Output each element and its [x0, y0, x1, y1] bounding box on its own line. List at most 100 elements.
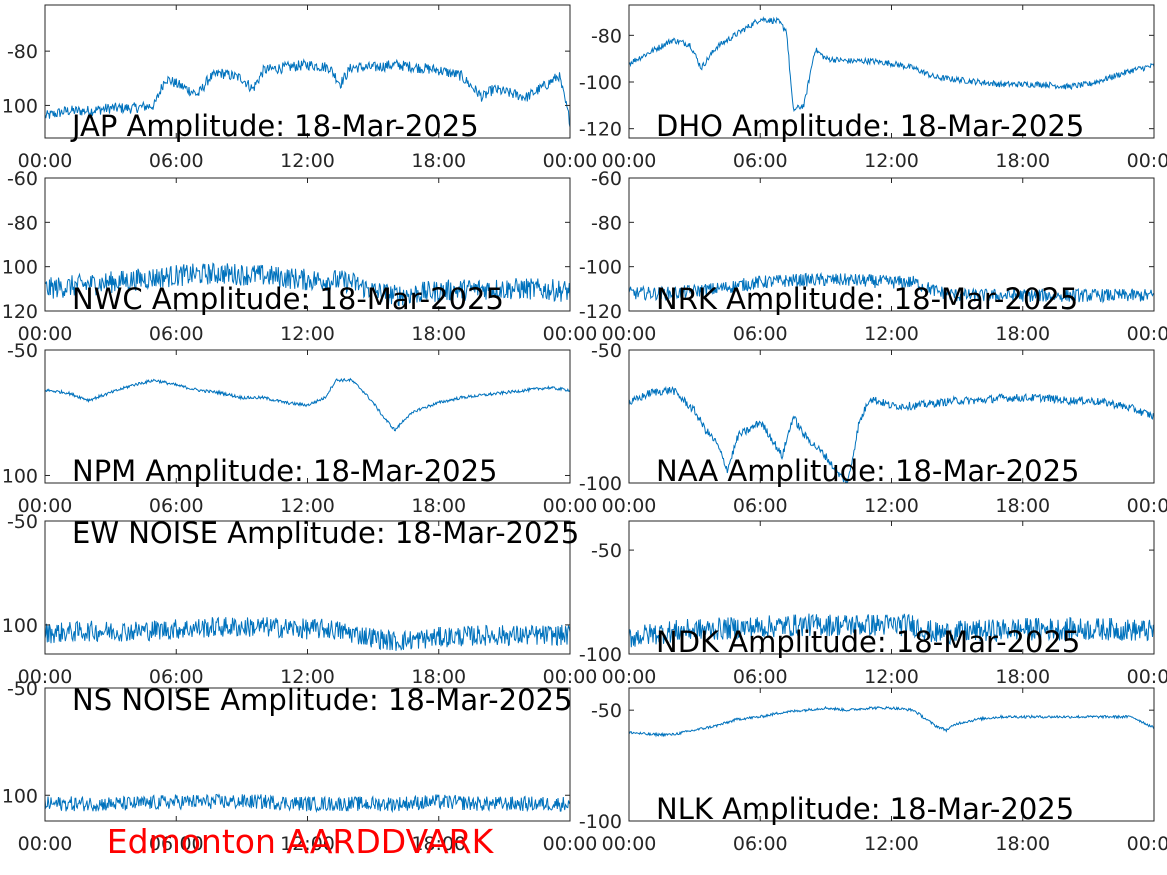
x-tick-label: 00:00 [18, 495, 73, 517]
x-tick-label: 00:00 [18, 323, 73, 345]
x-tick-label: 00:00 [18, 833, 73, 855]
x-tick-label: 06:00 [149, 150, 204, 172]
y-tick-label: -80 [7, 41, 38, 63]
panel-title: NRK Amplitude: 18-Mar-2025 [656, 282, 1078, 316]
x-tick-label: 00:00 [1127, 150, 1167, 172]
x-tick-label: 06:00 [149, 323, 204, 345]
y-tick-label: -120 [579, 119, 622, 141]
panel-title: JAP Amplitude: 18-Mar-2025 [70, 109, 479, 143]
y-tick-label: -80 [591, 25, 622, 47]
series-line-1-1 [45, 58, 570, 128]
x-tick-label: 00:00 [602, 666, 657, 688]
x-tick-label: 06:00 [733, 150, 788, 172]
x-tick-label: 00:00 [602, 833, 657, 855]
y-tick-label: -50 [591, 340, 622, 362]
y-tick-label: 120 [2, 301, 38, 323]
series-line-8-1 [629, 613, 1154, 648]
series-line-3-1 [45, 262, 570, 307]
x-tick-label: 00:00 [543, 323, 598, 345]
series-line-6-1 [629, 385, 1154, 483]
x-tick-label: 12:00 [864, 495, 919, 517]
y-tick-label: -60 [7, 168, 38, 190]
x-tick-label: 18:00 [411, 323, 466, 345]
x-tick-label: 12:00 [280, 495, 335, 517]
x-tick-label: 00:00 [18, 150, 73, 172]
y-tick-label: -100 [579, 473, 622, 495]
panel-9: -50 100 00:00 06:00 12:00 18:00 00:00 NS NOISE … [2, 678, 598, 855]
y-tick-label: 100 [2, 615, 38, 637]
y-tick-label: -120 [579, 301, 622, 323]
x-tick-label: 18:00 [995, 833, 1050, 855]
panel-title: NAA Amplitude: 18-Mar-2025 [656, 454, 1080, 488]
x-tick-label: 00:00 [1127, 666, 1167, 688]
x-tick-label: 00:00 [543, 833, 598, 855]
x-tick-label: 00:00 [543, 150, 598, 172]
x-tick-label: 12:00 [280, 833, 335, 855]
panel-7: -50 100 00:00 06:00 12:00 18:00 00:00 EW NOISE … [2, 511, 598, 688]
panel-title: NDK Amplitude: 18-Mar-2025 [656, 625, 1080, 659]
panel-title: EW NOISE Amplitude: 18-Mar-2025 [72, 516, 579, 550]
x-tick-label: 12:00 [280, 666, 335, 688]
x-tick-label: 00:00 [1127, 833, 1167, 855]
x-tick-label: 18:00 [411, 666, 466, 688]
x-tick-label: 18:00 [995, 495, 1050, 517]
y-tick-label: -60 [591, 168, 622, 190]
x-tick-label: 18:00 [995, 323, 1050, 345]
x-tick-label: 06:00 [149, 495, 204, 517]
y-tick-label: -100 [579, 811, 622, 833]
y-tick-label: -80 [7, 212, 38, 234]
x-tick-label: 12:00 [280, 150, 335, 172]
series-line-10-1 [629, 705, 1154, 738]
x-tick-label: 06:00 [149, 833, 204, 855]
y-tick-label: 100 [2, 465, 38, 487]
x-tick-label: 00:00 [1127, 495, 1167, 517]
x-tick-label: 18:00 [411, 495, 466, 517]
x-tick-label: 00:00 [602, 150, 657, 172]
y-tick-label: -50 [591, 540, 622, 562]
y-tick-label: -100 [579, 72, 622, 94]
y-tick-label: -50 [7, 678, 38, 700]
series-line-4-1 [629, 272, 1154, 304]
x-tick-label: 06:00 [733, 666, 788, 688]
panel-title: NWC Amplitude: 18-Mar-2025 [72, 282, 504, 316]
x-tick-label: 06:00 [733, 833, 788, 855]
y-tick-label: -80 [591, 212, 622, 234]
series-line-9-1 [45, 793, 570, 814]
y-tick-label: 100 [2, 95, 38, 117]
y-tick-label: -50 [7, 340, 38, 362]
x-tick-label: 06:00 [733, 495, 788, 517]
x-tick-label: 00:00 [18, 666, 73, 688]
panel-title: DHO Amplitude: 18-Mar-2025 [656, 109, 1084, 143]
footer-station-label: Edmonton AARDDVARK [107, 822, 495, 861]
series-line-7-1 [45, 616, 570, 651]
series-line-5-1 [45, 377, 570, 432]
series-line-2-1 [629, 16, 1154, 112]
panel-2: -80 -100 -120 00:00 06:00 12:00 18:00 00:00 DHO … [579, 4, 1167, 172]
y-tick-label: -100 [579, 257, 622, 279]
x-tick-label: 18:00 [411, 150, 466, 172]
panel-5: -50 100 00:00 06:00 12:00 18:00 00:00 NPM Ampli… [2, 340, 598, 517]
x-tick-label: 18:00 [995, 150, 1050, 172]
x-tick-label: 06:00 [733, 323, 788, 345]
x-tick-label: 12:00 [280, 323, 335, 345]
y-tick-label: 100 [2, 785, 38, 807]
x-tick-label: 18:00 [995, 666, 1050, 688]
x-tick-label: 06:00 [149, 666, 204, 688]
x-tick-label: 00:00 [1127, 323, 1167, 345]
y-tick-label: 100 [2, 257, 38, 279]
x-tick-label: 12:00 [864, 323, 919, 345]
x-tick-label: 12:00 [864, 150, 919, 172]
panel-4: -60-80-100-12000:0006:0012:0018:0000:00N… [579, 168, 1167, 345]
x-tick-label: 18:00 [411, 833, 466, 855]
y-tick-label: -50 [7, 511, 38, 533]
x-tick-label: 00:00 [602, 495, 657, 517]
panel-1: -80 100 00:00 06:00 12:00 18:00 00:00 JAP Ampli… [2, 4, 598, 172]
panel-title: NPM Amplitude: 18-Mar-2025 [72, 454, 498, 488]
y-tick-label: -100 [579, 644, 622, 666]
x-tick-label: 00:00 [602, 323, 657, 345]
panel-title: NS NOISE Amplitude: 18-Mar-2025 [72, 683, 572, 717]
